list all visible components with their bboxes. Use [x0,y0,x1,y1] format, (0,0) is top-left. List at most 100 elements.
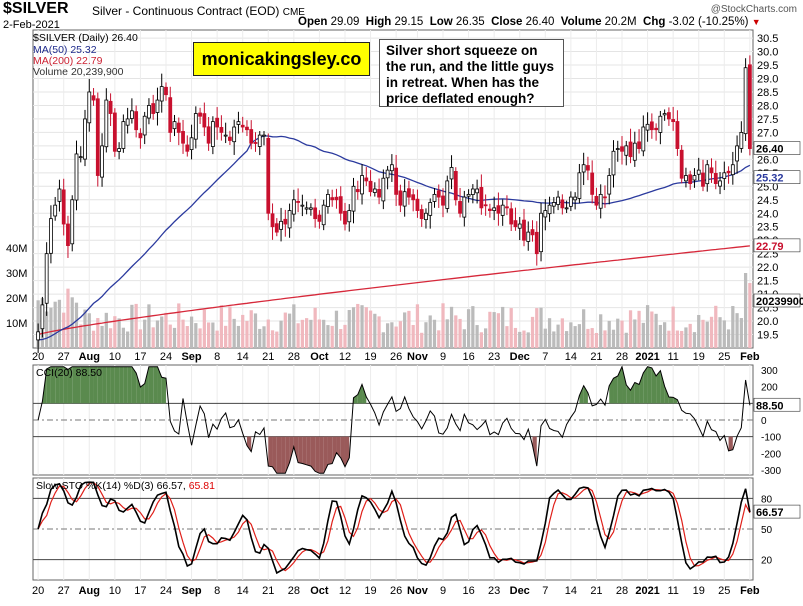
volume-bar [368,310,373,348]
sto-k-line [37,481,751,575]
volume-bar [241,314,245,348]
volume-bar [347,310,351,348]
price-axis-label: 28.0 [757,100,778,112]
candle-body [78,156,83,159]
candle-body [607,175,612,195]
volume-bar [697,314,701,348]
cci-oversold-fill [276,436,282,474]
volume-bar [488,311,492,348]
sto-value-label: 66.57 [756,507,784,519]
candle-body [483,204,488,207]
candle-body [70,199,75,245]
volume-bar [177,303,181,348]
volume-bar [305,318,309,348]
volume-bar [377,316,381,348]
candle-body [475,188,479,194]
volume-bar [403,312,407,348]
candle-body [206,126,211,144]
volume-bar [53,301,57,348]
volume-bar [249,310,253,348]
volume-bar [313,307,317,348]
volume-bar [735,313,739,348]
volume-bar [637,310,641,348]
candle-body [266,137,271,214]
candle-body [240,124,245,128]
volume-bar [552,331,556,348]
cci-overbought-fill [114,366,120,404]
candle-body [649,121,654,131]
x-axis-label: 28 [288,585,300,597]
candle-body [121,121,126,149]
cci-axis-label: -200 [761,449,781,460]
candle-body [219,127,224,133]
x-axis-label: 19 [693,585,705,597]
candle-body [573,196,578,201]
x-axis-label: 7 [542,585,548,597]
candle-body [368,180,373,193]
volume-bar [701,319,705,348]
candle-body [100,145,104,178]
sto-value-label-box [753,504,801,519]
volume-bar [496,313,501,348]
cci-overbought-fill [613,375,618,404]
volume-bar [454,315,458,348]
cci-overbought-fill [136,373,141,404]
candle-body [283,218,288,225]
volume-bar [458,318,462,348]
volume-bar [684,327,688,348]
volume-axis-label: 10M [6,318,27,330]
candle-body [543,210,548,218]
credit[interactable]: @StockCharts.com [710,4,797,15]
x-axis-label: 27 [58,351,70,363]
candle-body [568,196,573,207]
cci-oversold-fill [268,436,273,467]
cci-overbought-fill [50,366,56,404]
candle-body [53,204,58,217]
cci-line [37,365,751,474]
candle-body [168,97,173,133]
cci-oversold-fill [315,436,320,474]
candle-body [125,118,130,126]
candle-body [500,204,505,216]
candle-body [718,180,722,187]
volume-bar [522,330,526,348]
cci-overbought-fill [153,366,158,404]
candle-body [671,119,676,123]
cci-overbought-fill [85,366,90,404]
cci-overbought-fill [131,366,137,404]
candle-body [598,193,603,209]
ma50-value-label: 25.32 [756,173,784,185]
volume-bar [300,319,304,348]
volume-bar [206,322,211,348]
volume-bar [57,299,62,348]
volume-bar [134,303,138,348]
volume-axis-label: 30M [6,268,27,280]
candle-body [526,231,531,242]
volume-bar [518,331,522,348]
volume-bar [526,332,530,348]
candle-body [36,331,41,341]
volume-bar [390,322,394,348]
candle-body [692,175,697,181]
volume-bar [586,328,590,348]
candle-body [172,121,177,130]
volume-bar [87,313,91,348]
candle-body [466,193,471,197]
candle-body [517,223,522,229]
candle-body [151,103,156,114]
volume-bar [607,320,611,348]
x-axis-label: Dec [510,585,530,597]
x-axis-label: 11 [667,351,678,363]
price-axis-label: 23.5 [757,222,778,234]
candle-body [419,209,424,220]
cci-overbought-fill [668,396,674,404]
volume-bar [373,313,377,348]
x-axis-label: 26 [390,585,402,597]
cci-overbought-fill [97,366,103,404]
volume-bar [117,318,121,348]
x-axis-label: 7 [542,351,548,363]
legend-cci: CCI(20) 88.50 [36,367,102,379]
cci-overbought-fill [357,384,363,404]
x-axis-label: Aug [79,585,100,597]
cci-oversold-fill [327,436,333,465]
